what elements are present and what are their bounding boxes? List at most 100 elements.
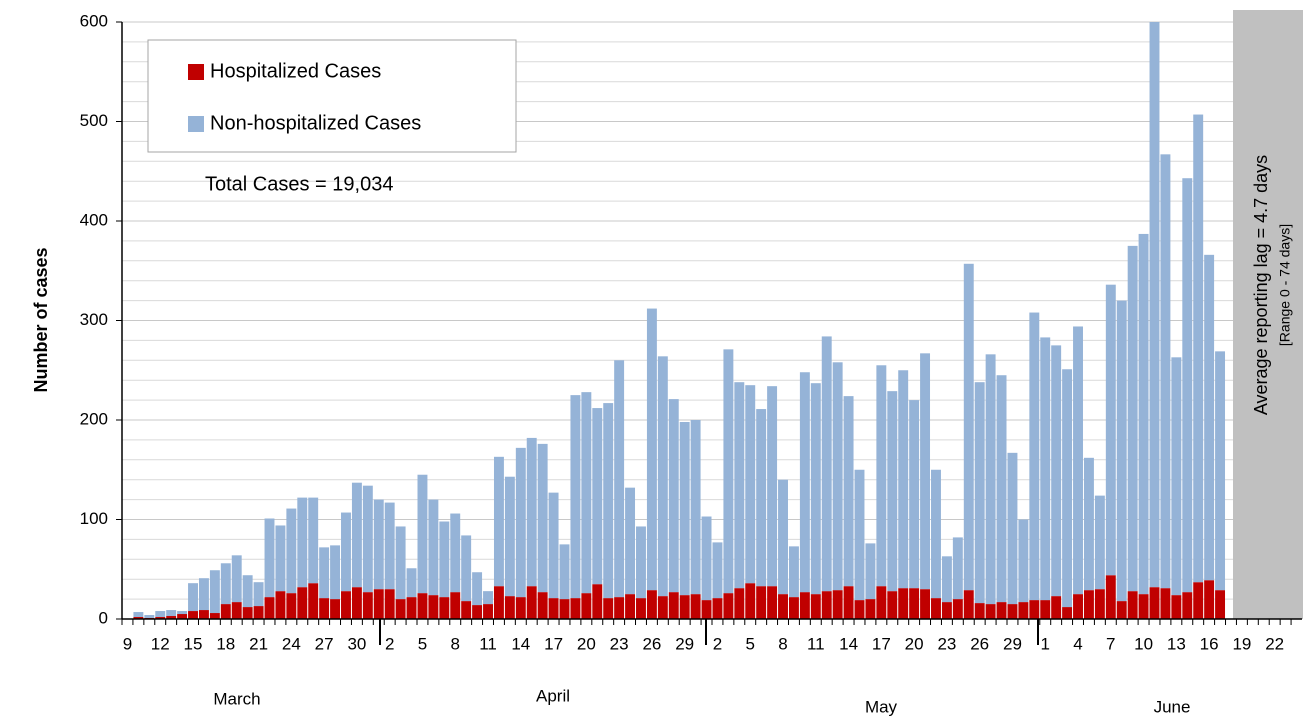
bar-segment [373, 589, 384, 619]
bar-segment [876, 586, 887, 619]
bar-segment [351, 482, 362, 588]
x-tick-label: 23 [937, 634, 956, 653]
bar-segment [941, 556, 952, 603]
x-tick-label: 9 [123, 634, 132, 653]
x-tick-label: 19 [1232, 634, 1251, 653]
bar-segment [428, 595, 439, 619]
x-tick-label: 5 [418, 634, 427, 653]
bar-segment [1193, 114, 1204, 583]
x-tick-label: 30 [347, 634, 366, 653]
bar-segment [319, 547, 330, 599]
bar-segment [504, 476, 515, 597]
bar-segment [931, 469, 941, 599]
y-tick-label: 500 [80, 111, 108, 130]
bar-segment [330, 545, 341, 600]
bar-segment [920, 589, 931, 619]
bar-segment [166, 616, 177, 619]
bar-segment [832, 590, 843, 619]
legend-swatch [188, 116, 204, 132]
bar-segment [220, 563, 231, 605]
bar-segment [1073, 594, 1083, 619]
annotation: Total Cases = 19,034 [205, 173, 393, 195]
bar-segment [614, 360, 625, 598]
y-tick-label: 100 [80, 509, 108, 528]
x-tick-label: 26 [642, 634, 661, 653]
bar-segment [1083, 457, 1094, 591]
x-tick-label: 7 [1106, 634, 1115, 653]
x-tick-label: 5 [746, 634, 755, 653]
bar-segment [275, 525, 286, 592]
bar-segment [625, 487, 636, 595]
x-tick-label: 17 [872, 634, 891, 653]
bar-segment [537, 592, 548, 619]
bar-segment [155, 611, 166, 618]
bar-segment [1083, 590, 1094, 619]
bar-segment [242, 575, 253, 608]
bar-segment [483, 604, 493, 619]
bar-segment [690, 594, 701, 619]
bar-segment [297, 497, 308, 588]
bar-segment [898, 588, 909, 619]
bar-segment [909, 588, 920, 619]
bar-segment [745, 583, 756, 619]
bar-segment [570, 598, 581, 619]
x-tick-label: 20 [905, 634, 924, 653]
y-tick-label: 300 [80, 310, 108, 329]
bar-segment [1018, 519, 1029, 603]
legend-label: Non-hospitalized Cases [210, 112, 421, 134]
bar-segment [679, 595, 690, 619]
y-tick-label: 0 [99, 608, 108, 627]
bar-segment [592, 584, 603, 619]
bar-segment [395, 526, 406, 600]
bar-segment [548, 598, 559, 619]
bar-segment [1127, 245, 1138, 592]
bar-segment [286, 593, 297, 619]
bar-segment [909, 400, 920, 589]
bar-segment [308, 583, 319, 619]
bar-segment [133, 612, 144, 618]
bar-segment [592, 408, 603, 585]
bar-segment [1138, 594, 1149, 619]
x-tick-label: 23 [610, 634, 629, 653]
bar-segment [756, 409, 767, 587]
bar-segment [865, 543, 876, 600]
bar-segment [341, 512, 351, 592]
bar-segment [188, 583, 198, 612]
x-tick-label: 2 [713, 634, 722, 653]
bar-segment [701, 600, 712, 619]
y-tick-label: 400 [80, 210, 108, 229]
bar-segment [472, 605, 483, 619]
x-tick-label: 21 [249, 634, 268, 653]
bar-segment [723, 593, 734, 619]
bar-segment [264, 518, 275, 598]
x-tick-label: 20 [577, 634, 596, 653]
x-tick-label: 10 [1134, 634, 1153, 653]
bar-segment [253, 606, 264, 619]
bar-segment [963, 590, 974, 619]
bar-segment [1149, 22, 1160, 588]
side-note-range: [Range 0 - 74 days] [1277, 224, 1293, 346]
bar-segment [1204, 254, 1215, 581]
bar-segment [166, 610, 177, 617]
bar-segment [1018, 602, 1029, 619]
bar-segment [1160, 588, 1171, 619]
bar-segment [1040, 600, 1051, 619]
x-tick-label: 13 [1167, 634, 1186, 653]
bar-segment [526, 586, 537, 619]
bar-segment [756, 586, 767, 619]
bar-segment [1029, 600, 1040, 619]
bar-segment [821, 591, 832, 619]
bar-segment [843, 396, 854, 587]
bar-segment [1215, 590, 1226, 619]
bar-segment [493, 456, 504, 587]
bar-segment [1138, 233, 1149, 595]
bar-segment [155, 617, 166, 619]
bar-segment [1007, 604, 1018, 619]
x-tick-label: 4 [1073, 634, 1082, 653]
bar-segment [220, 604, 231, 619]
bar-segment [1007, 452, 1018, 605]
bar-segment [362, 485, 373, 593]
bar-segment [788, 546, 799, 598]
bar-segment [985, 354, 996, 605]
bar-segment [974, 603, 985, 619]
